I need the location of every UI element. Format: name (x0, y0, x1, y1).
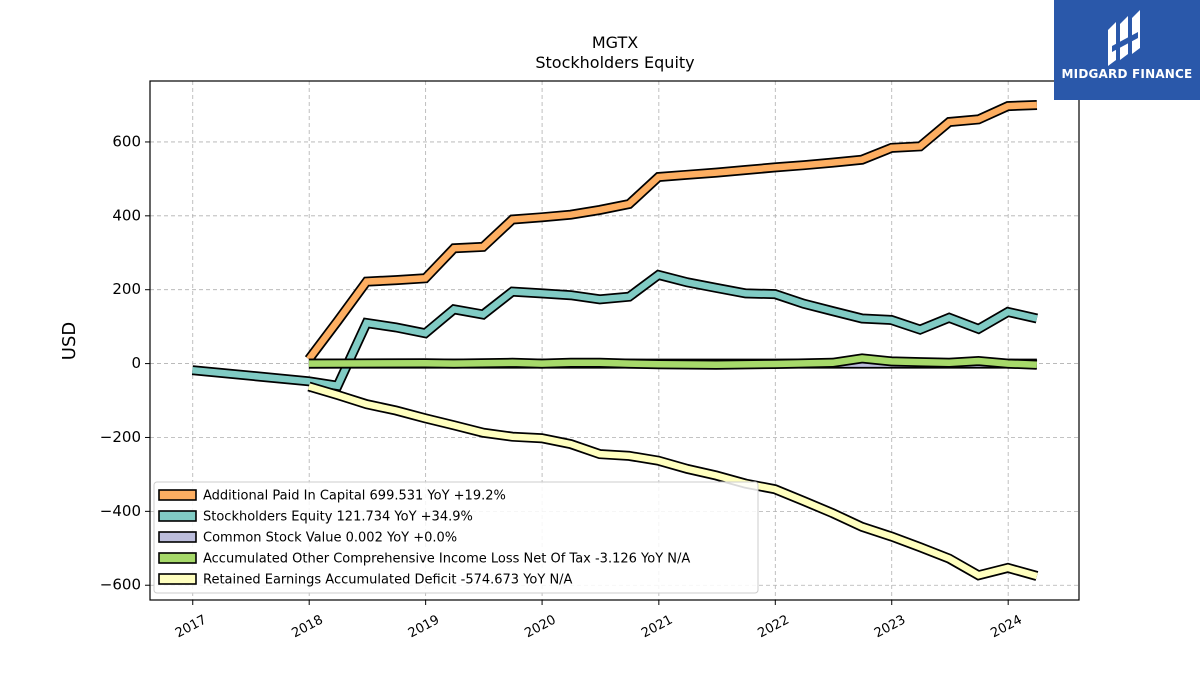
legend-swatch (158, 573, 197, 585)
series-lines (191, 100, 1039, 581)
legend-label: Additional Paid In Capital 699.531 YoY +… (203, 489, 506, 504)
y-tick-label: −400 (100, 502, 141, 520)
y-axis-label: USD (59, 322, 80, 360)
series-line (308, 353, 1038, 370)
series-fill (306, 101, 1038, 362)
y-tick-label: 600 (112, 132, 141, 150)
legend-box (153, 481, 759, 594)
logo-text: MIDGARD FINANCE (1061, 67, 1193, 81)
legend-label: Retained Earnings Accumulated Deficit -5… (203, 573, 573, 588)
plot-frame (149, 80, 1080, 601)
y-tick-label: −200 (100, 428, 141, 446)
legend-label: Accumulated Other Comprehensive Income L… (203, 552, 690, 567)
series-fill (307, 383, 1038, 580)
logo-mark-icon (1108, 10, 1140, 66)
x-tick-label: 2021 (639, 613, 675, 642)
series-fill (192, 271, 1038, 390)
y-tick-label: 200 (112, 280, 141, 298)
series-line (304, 100, 1038, 363)
x-axis-ticks: 2017 2018 2019 2020 2021 2022 2023 2024 (173, 600, 1025, 641)
series-line (191, 269, 1039, 392)
x-tick-label: 2018 (289, 613, 325, 642)
x-tick-label: 2019 (406, 613, 442, 642)
y-axis-ticks: 600 400 200 0 −200 −400 −600 (100, 132, 150, 594)
series-fill (308, 355, 1038, 368)
legend-label: Common Stock Value 0.002 YoY +0.0% (203, 531, 457, 546)
legend-swatch (158, 489, 197, 501)
legend: Additional Paid In Capital 699.531 YoY +… (153, 481, 759, 594)
midgard-finance-logo: MIDGARD FINANCE (1054, 0, 1200, 100)
y-tick-label: 0 (131, 354, 141, 372)
x-tick-label: 2023 (872, 613, 908, 642)
x-tick-label: 2017 (173, 613, 209, 642)
x-tick-label: 2020 (522, 613, 558, 642)
series-outline (191, 269, 1039, 392)
legend-swatch (158, 531, 197, 543)
chart-subtitle: Stockholders Equity (535, 53, 694, 72)
series-line (307, 381, 1039, 581)
legend-swatch (158, 552, 197, 564)
chart-title: MGTX (592, 33, 638, 52)
x-tick-label: 2024 (988, 613, 1024, 642)
x-tick-label: 2022 (756, 613, 792, 642)
y-tick-label: 400 (112, 206, 141, 224)
legend-swatch (158, 510, 197, 522)
legend-label: Stockholders Equity 121.734 YoY +34.9% (203, 510, 473, 525)
y-tick-label: −600 (100, 576, 141, 594)
